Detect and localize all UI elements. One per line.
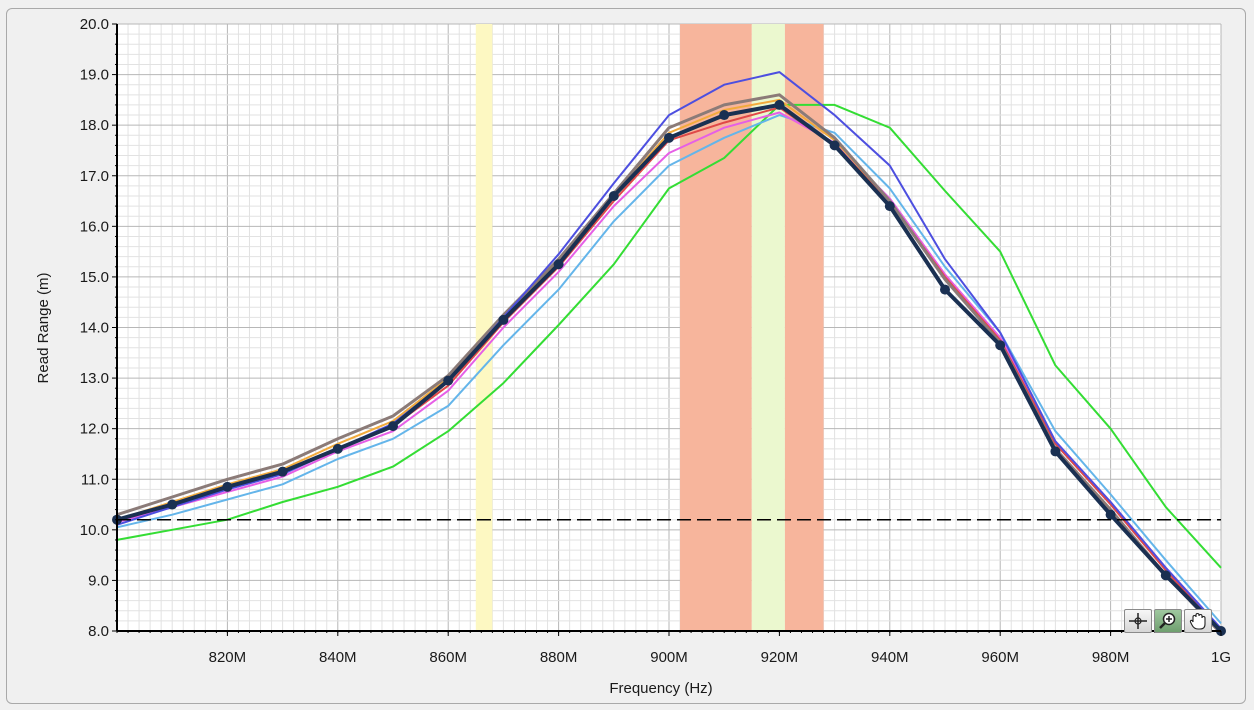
zoom-icon: [1159, 612, 1176, 629]
x-axis-ticks: 820M 840M 860M 880M 900M 920M 940M 960M 980M 1G: [116, 631, 1231, 666]
data-point: [1105, 509, 1116, 520]
data-point: [884, 201, 895, 212]
cursor-tool-button[interactable]: [1124, 609, 1152, 633]
frequency-band: [680, 24, 752, 631]
data-point: [167, 499, 178, 510]
y-tick-label: 11.0: [81, 471, 109, 488]
series-line: [116, 103, 1222, 569]
data-point: [553, 259, 564, 270]
data-point: [719, 110, 730, 121]
y-tick-label: 12.0: [80, 421, 109, 438]
x-axis-label: Frequency (Hz): [609, 680, 712, 697]
y-tick-label: 9.0: [88, 572, 109, 589]
x-tick-label: 860M: [429, 649, 467, 666]
x-tick-label: 840M: [319, 649, 357, 666]
x-tick-label: 980M: [1092, 649, 1130, 666]
data-point: [774, 99, 785, 110]
y-tick-label: 8.0: [88, 623, 109, 640]
data-point: [498, 314, 509, 325]
data-point: [332, 443, 343, 454]
data-point: [277, 466, 288, 477]
y-tick-label: 20.0: [80, 16, 109, 33]
crosshair-icon: [1129, 613, 1147, 629]
data-point: [608, 190, 619, 201]
frequency-band: [475, 24, 493, 631]
x-tick-label: 1G: [1211, 649, 1231, 666]
y-tick-label: 16.0: [80, 218, 109, 235]
x-tick-label: 940M: [871, 649, 909, 666]
y-tick-label: 14.0: [80, 320, 109, 337]
data-point: [1160, 570, 1171, 581]
y-tick-label: 19.0: [80, 67, 109, 84]
y-tick-label: 17.0: [80, 168, 109, 185]
x-tick-label: 920M: [761, 649, 799, 666]
pan-tool-button[interactable]: [1184, 609, 1212, 633]
y-tick-label: 15.0: [80, 269, 109, 286]
series-group: [112, 71, 1226, 636]
cursor-palette: [1124, 609, 1212, 633]
data-point: [940, 284, 950, 295]
pan-hand-icon: [1189, 612, 1206, 630]
data-point: [829, 140, 840, 151]
y-tick-label: 13.0: [80, 370, 109, 387]
x-tick-label: 820M: [209, 649, 247, 666]
y-axis-label: Read Range (m): [35, 273, 52, 384]
y-tick-label: 10.0: [80, 522, 109, 539]
data-point: [995, 340, 1006, 351]
data-point: [664, 132, 674, 143]
zoom-tool-button[interactable]: [1154, 609, 1182, 633]
data-point: [222, 481, 233, 492]
x-tick-label: 900M: [650, 649, 688, 666]
y-tick-label: 18.0: [80, 117, 109, 134]
y-axis-ticks: 8.0 9.0 10.0 11.0 12.0 13.0 14.0 15.0 16.0 17.0 18…: [80, 16, 117, 640]
x-tick-label: 960M: [981, 649, 1019, 666]
series-line: [116, 114, 1222, 625]
data-point: [1050, 446, 1061, 457]
data-point: [388, 421, 398, 432]
x-tick-label: 880M: [540, 649, 578, 666]
data-point: [443, 375, 454, 386]
